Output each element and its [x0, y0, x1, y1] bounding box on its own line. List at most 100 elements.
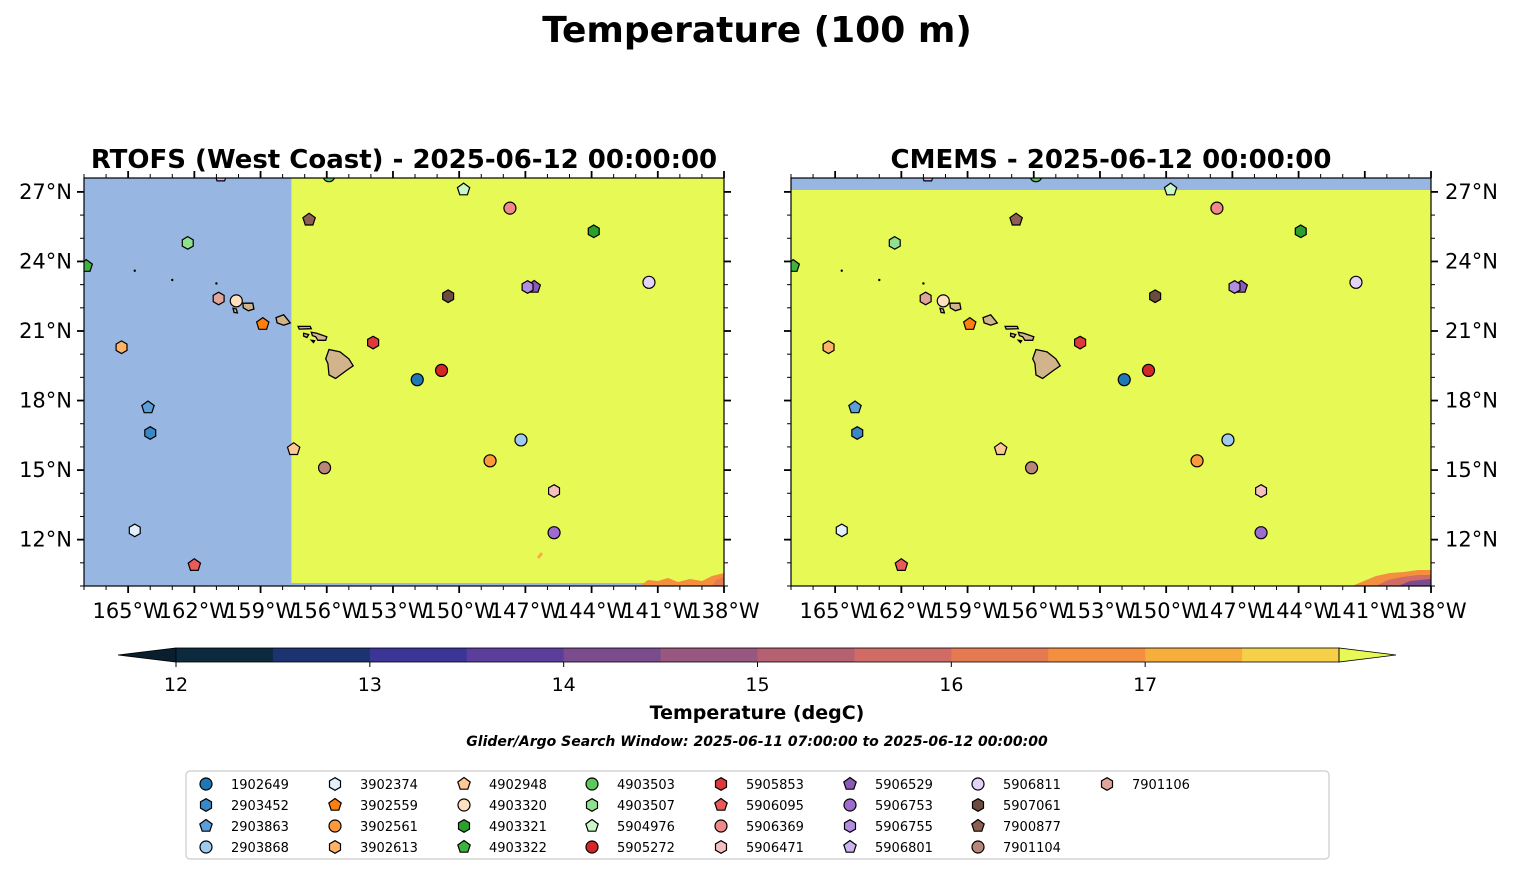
search-window-text: Glider/Argo Search Window: 2025-06-11 07…	[466, 734, 1048, 750]
xtick-label-cmems-5: 150°W	[1130, 599, 1202, 623]
float-marker-7901106-cmems	[919, 291, 932, 306]
colorbar-tick-label-2: 14	[552, 674, 576, 696]
ytick-label-cmems-5: 27°N	[1445, 180, 1498, 204]
nodata-strip-rtofs	[285, 583, 724, 586]
float-marker-5906095-cmems	[894, 557, 909, 572]
molokai-island-cmems	[1004, 325, 1020, 330]
xtick-label-rtofs-5: 150°W	[423, 599, 495, 623]
legend-label-5907061: 5907061	[1003, 799, 1061, 814]
float-marker-4903322-rtofs	[84, 258, 94, 272]
legend-label-4902948: 4902948	[489, 778, 547, 793]
colorbar-tick-label-3: 15	[745, 674, 769, 696]
kauai-island-rtofs	[242, 302, 255, 312]
kahoolawe-island-cmems	[1016, 339, 1023, 344]
legend-marker-2903868	[199, 840, 213, 854]
panel-cmems: CMEMS - 2025-06-12 00:00:00 165°W162°W15…	[784, 145, 1498, 623]
colorbar-tick-label-0: 12	[164, 674, 188, 696]
legend-marker-4903503	[585, 777, 599, 791]
float-marker-3902561-cmems	[1190, 454, 1204, 468]
xtick-label-cmems-2: 159°W	[932, 599, 1004, 623]
colorbar-over-extend	[1338, 647, 1397, 663]
atoll-rtofs-0	[215, 282, 218, 285]
legend-marker-4902948	[457, 776, 471, 790]
float-marker-5907061-cmems	[1149, 289, 1162, 304]
oahu-island-rtofs	[275, 314, 292, 326]
legend-label-5905853: 5905853	[746, 778, 804, 793]
legend-label-5906529: 5906529	[875, 778, 933, 793]
float-marker-5906753-rtofs	[547, 526, 561, 540]
legend-marker-5905853	[714, 777, 728, 791]
nodata-strip-cmems	[791, 178, 1431, 190]
colorbar-label: Temperature (degC)	[650, 702, 865, 724]
colorbar-segment-2	[369, 648, 468, 662]
ytick-label-cmems-4: 24°N	[1445, 249, 1498, 273]
float-marker-1902649-cmems	[1117, 373, 1131, 387]
atoll-cmems-1	[840, 269, 843, 272]
legend-marker-3902559	[328, 797, 342, 811]
legend-marker-7900877	[971, 818, 985, 832]
ytick-label-rtofs-0: 12°N	[19, 528, 72, 552]
float-marker-4902948-cmems	[993, 441, 1008, 456]
colorbar-tick-label-4: 16	[939, 674, 963, 696]
legend-marker-2903863	[199, 818, 213, 832]
float-marker-5905272-rtofs	[434, 363, 449, 378]
xtick-label-cmems-3: 156°W	[998, 599, 1070, 623]
axes-frame-rtofs	[83, 177, 725, 587]
legend-label-5906095: 5906095	[746, 799, 804, 814]
float-marker-4902948-rtofs	[286, 441, 301, 456]
legend-label-1902649: 1902649	[231, 778, 289, 793]
legend-marker-5904976	[585, 818, 599, 832]
map-field-cmems	[791, 178, 1431, 586]
float-marker-4903503-rtofs	[322, 178, 336, 183]
legend-marker-1902649	[199, 777, 213, 791]
legend-label-2903863: 2903863	[231, 820, 289, 835]
ytick-label-rtofs-2: 18°N	[19, 389, 72, 413]
ytick-label-cmems-0: 12°N	[1445, 528, 1498, 552]
colorbar-segment-5	[660, 648, 759, 662]
float-marker-3902559-rtofs	[255, 316, 270, 330]
xtick-label-cmems-8: 141°W	[1329, 599, 1401, 623]
float-marker-5906755-cmems	[1228, 280, 1241, 294]
legend-label-5906801: 5906801	[875, 841, 933, 856]
float-marker-4903321-rtofs	[587, 224, 600, 239]
legend-label-5906369: 5906369	[746, 820, 804, 835]
atoll-cmems-2	[878, 278, 881, 282]
axes-ticks-cmems: 165°W162°W159°W156°W153°W150°W147°W144°W…	[784, 171, 1498, 623]
float-marker-5906811-rtofs	[642, 275, 656, 289]
float-marker-1902649-rtofs	[410, 373, 424, 387]
colorbar-segment-11	[1242, 648, 1340, 662]
legend-marker-2903452	[199, 798, 213, 812]
legend-label-5906755: 5906755	[875, 820, 933, 835]
colorbar-tick-label-1: 13	[358, 674, 382, 696]
legend-marker-4903320	[457, 798, 471, 812]
float-marker-4903503-cmems	[1029, 178, 1043, 183]
float-marker-5904976-rtofs	[456, 182, 471, 196]
hawaii-island-rtofs	[324, 348, 355, 380]
float-marker-5905853-rtofs	[367, 335, 380, 350]
legend-marker-4903321	[457, 819, 471, 833]
xtick-label-cmems-6: 147°W	[1197, 599, 1269, 623]
ytick-label-rtofs-1: 15°N	[19, 458, 72, 482]
float-marker-3902374-rtofs	[128, 523, 141, 538]
legend-marker-4903507	[585, 798, 599, 812]
legend-label-5906753: 5906753	[875, 799, 933, 814]
float-marker-5907061-rtofs	[442, 289, 455, 304]
ytick-label-rtofs-4: 24°N	[19, 249, 72, 273]
colorbar-under-extend	[117, 647, 177, 663]
legend-label-4903321: 4903321	[489, 820, 547, 835]
float-marker-5906471-cmems	[1254, 484, 1268, 498]
float-marker-5905853-cmems	[1073, 335, 1087, 350]
xtick-label-cmems-7: 144°W	[1263, 599, 1335, 623]
molokai-island-rtofs	[297, 325, 313, 330]
legend-label-5906811: 5906811	[1003, 778, 1061, 793]
float-marker-4903507-cmems	[888, 235, 901, 250]
warm-spot-rtofs	[537, 552, 543, 559]
float-marker-7901104-cmems	[1024, 461, 1039, 475]
legend-marker-5906801	[843, 839, 857, 853]
legend-label-4903507: 4903507	[617, 799, 675, 814]
atoll-rtofs-2	[171, 278, 174, 282]
float-marker-3902559-cmems	[962, 316, 977, 330]
float-marker-5906801-rtofs	[215, 178, 227, 182]
colorbar-segment-8	[951, 648, 1049, 662]
